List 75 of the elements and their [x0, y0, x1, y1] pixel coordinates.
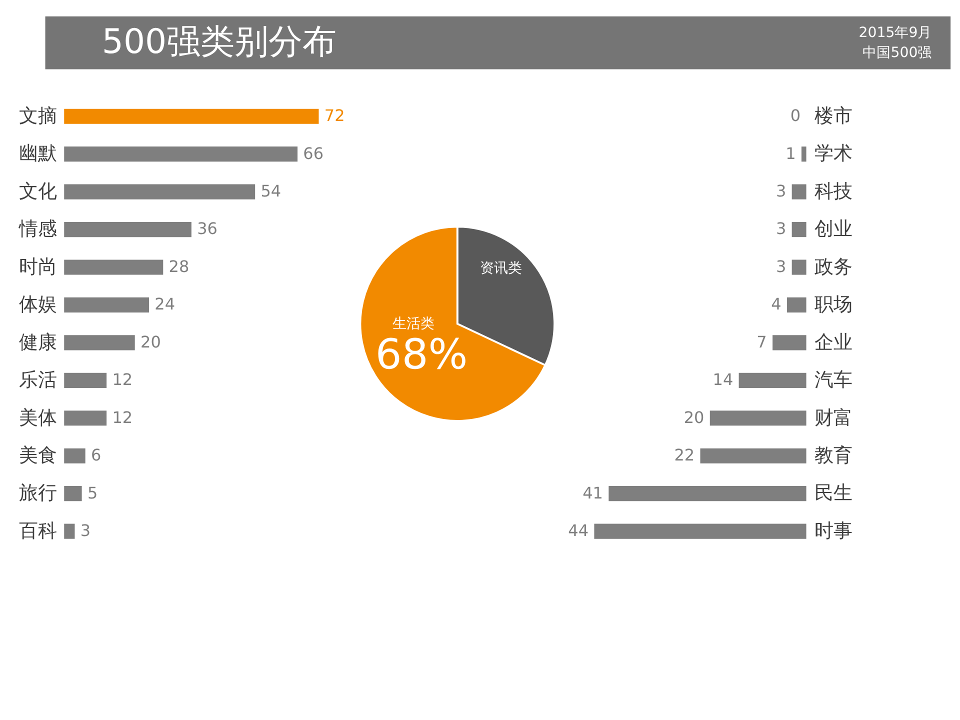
- text: 2015年9月: [858, 25, 932, 42]
- y-tick-label: 财富: [814, 406, 852, 429]
- y-tick-label: 百科: [19, 520, 58, 542]
- bar: [64, 260, 164, 275]
- y-tick-label: 时尚: [19, 256, 58, 278]
- y-tick-label: 情感: [18, 218, 58, 240]
- y-tick-label: 文化: [19, 180, 58, 202]
- data-label: 0: [790, 106, 801, 126]
- bar: [64, 372, 107, 388]
- y-tick-label: 健康: [19, 331, 58, 354]
- y-tick-label: 文摘: [19, 105, 58, 128]
- data-label: 72: [324, 106, 345, 126]
- y-tick-label: 乐活: [19, 369, 58, 392]
- data-label: 3: [776, 219, 786, 238]
- y-tick-label: 教育: [814, 444, 852, 467]
- data-label: 3: [776, 256, 786, 276]
- y-tick-label: 幽默: [19, 142, 58, 165]
- data-label: 66: [303, 144, 324, 163]
- y-tick-label: 美体: [19, 406, 58, 429]
- bar: [772, 335, 806, 350]
- data-label: 28: [168, 256, 190, 276]
- data-label: 12: [112, 370, 133, 390]
- y-tick-label: 旅行: [19, 482, 58, 504]
- bar: [792, 184, 806, 200]
- data-label: 5: [87, 483, 98, 502]
- data-label: 36: [197, 219, 218, 238]
- data-label: 3: [776, 182, 786, 201]
- bar: [64, 222, 192, 238]
- data-label: 7: [756, 332, 767, 352]
- bar: [64, 108, 319, 124]
- y-tick-label: 学术: [814, 142, 852, 165]
- data-label: 24: [154, 294, 176, 314]
- data-label: 54: [260, 182, 282, 201]
- data-label: 22: [674, 446, 695, 465]
- data-label: 1: [786, 144, 796, 163]
- y-tick-label: 企业: [814, 331, 852, 354]
- text: 中国500强: [862, 44, 932, 61]
- bar: [710, 410, 806, 426]
- y-tick-label: 体娱: [19, 294, 58, 316]
- y-tick-label: 民生: [814, 482, 852, 504]
- slice-label: 资讯类: [480, 260, 522, 276]
- data-label: 3: [80, 521, 91, 540]
- data-label: 12: [112, 408, 133, 427]
- data-label: 20: [140, 332, 161, 352]
- bar: [64, 524, 75, 539]
- y-tick-label: 创业: [814, 218, 852, 240]
- bar: [64, 486, 82, 502]
- bar: [738, 372, 806, 388]
- bar: [64, 146, 298, 162]
- y-tick-label: 职场: [814, 294, 852, 316]
- bar: [64, 448, 86, 464]
- bar: [792, 222, 806, 238]
- data-label: 44: [568, 521, 589, 540]
- y-tick-label: 汽车: [814, 369, 852, 392]
- bar: [64, 410, 107, 426]
- bar: [64, 335, 135, 350]
- bar: [700, 448, 806, 464]
- data-label: 4: [771, 294, 782, 314]
- bar: [608, 486, 806, 502]
- y-tick-label: 楼市: [814, 105, 852, 128]
- bar: [594, 524, 806, 539]
- chart-title: 500强类别分布: [102, 22, 337, 62]
- bar: [64, 184, 256, 200]
- data-label: 20: [684, 408, 704, 427]
- y-tick-label: 美食: [19, 444, 58, 467]
- data-label: 14: [712, 370, 734, 390]
- data-label: 41: [582, 483, 604, 502]
- y-tick-label: 时事: [814, 520, 852, 542]
- data-label: 6: [91, 446, 102, 465]
- bar: [64, 297, 149, 313]
- y-tick-label: 政务: [814, 256, 852, 278]
- bar: [801, 146, 806, 162]
- bar: [787, 297, 806, 313]
- y-tick-label: 科技: [814, 180, 852, 202]
- bar: [792, 260, 806, 275]
